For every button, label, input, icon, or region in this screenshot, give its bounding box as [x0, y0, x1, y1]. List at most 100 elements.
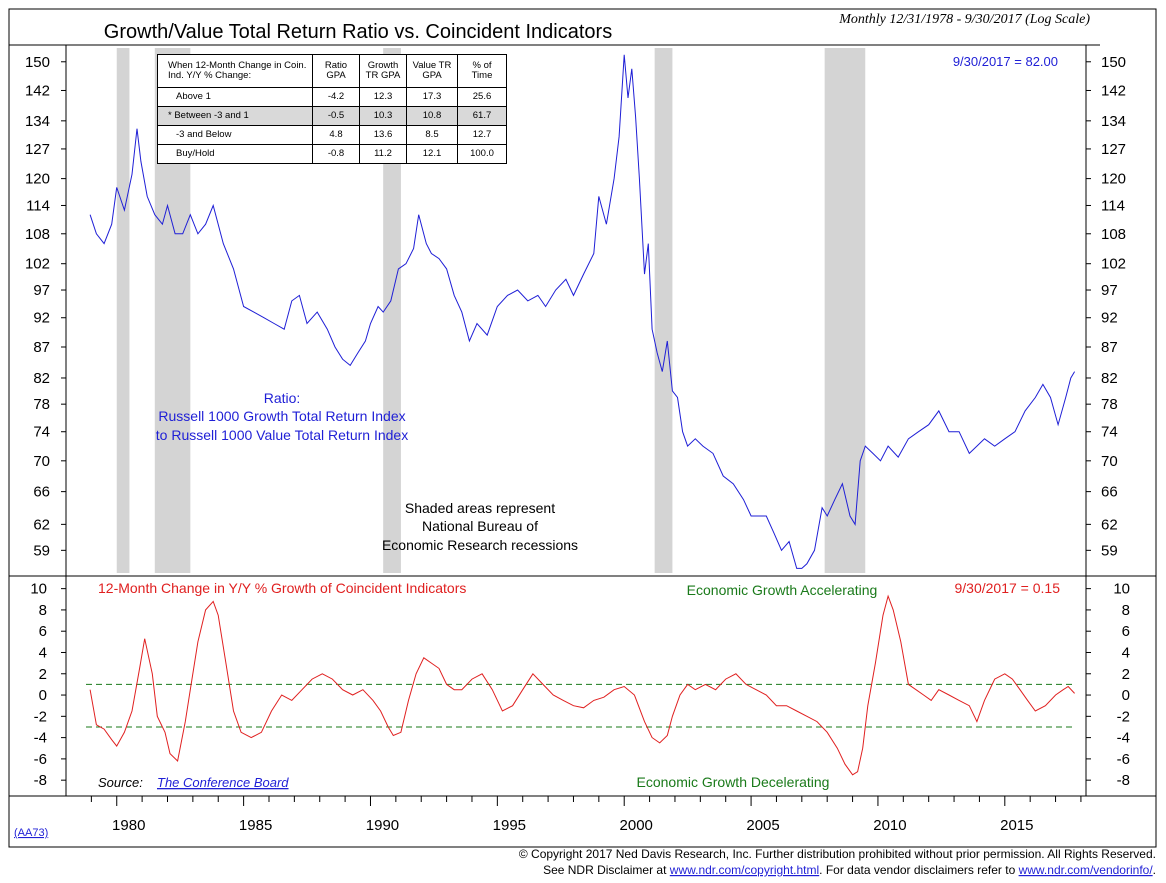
y-tick-label: 82	[1101, 370, 1118, 387]
x-tick-label: 1995	[493, 817, 526, 834]
stats-cell: -3 and Below	[157, 125, 313, 145]
y-tick-label: 87	[1101, 339, 1118, 356]
y-tick-label: -2	[1117, 708, 1130, 725]
copyright-line-1: © Copyright 2017 Ned Davis Research, Inc…	[519, 847, 1156, 861]
stats-cell: -0.5	[312, 106, 360, 126]
y-tick-label: 74	[1101, 424, 1118, 441]
ndr-vendorinfo-link[interactable]: www.ndr.com/vendorinfo/	[1018, 863, 1154, 877]
stats-cell: 12.7	[457, 125, 507, 145]
y-tick-label: 134	[1101, 113, 1126, 130]
stats-cell: 12.3	[359, 87, 407, 107]
y-tick-label: 70	[1101, 453, 1118, 470]
stats-header-value: Value TR GPA	[406, 54, 458, 88]
ratio-series-line	[89, 54, 1076, 569]
y-tick-label: 74	[33, 424, 50, 441]
y-tick-label: -4	[1117, 730, 1130, 747]
y-tick-label: 102	[25, 256, 50, 273]
y-tick-label: 10	[30, 581, 47, 598]
copyright-text-a: See NDR Disclaimer at	[543, 863, 670, 877]
x-tick-label: 2005	[746, 817, 779, 834]
chart-code[interactable]: (AA73)	[14, 827, 48, 839]
y-tick-label: 127	[25, 141, 50, 158]
ratio-label-line-1: Ratio:	[264, 390, 301, 406]
y-tick-label: 150	[25, 54, 50, 71]
x-tick-label: 2015	[1000, 817, 1033, 834]
stats-cell: Buy/Hold	[157, 144, 313, 164]
shade-note-line-3: Economic Research recessions	[382, 537, 578, 553]
source-label: Source:	[98, 775, 143, 790]
recession-band	[654, 48, 673, 573]
y-tick-label: 59	[33, 542, 50, 559]
recession-band	[116, 48, 130, 573]
y-tick-label: -2	[34, 708, 47, 725]
y-tick-label: 8	[39, 602, 47, 619]
y-tick-label: 120	[25, 171, 50, 188]
y-tick-label: 142	[25, 82, 50, 99]
accelerating-label: Economic Growth Accelerating	[687, 582, 878, 598]
stats-cell: 10.3	[359, 106, 407, 126]
y-tick-label: 92	[33, 310, 50, 327]
stats-cell: 10.8	[406, 106, 458, 126]
x-tick-label: 1980	[112, 817, 145, 834]
lower-y-axis-right: 10 8 6 4 2 0 -2 -4 -6 -8	[1086, 581, 1130, 789]
y-tick-label: 142	[1101, 82, 1126, 99]
y-tick-label: 82	[33, 370, 50, 387]
stats-cell: * Between -3 and 1	[157, 106, 313, 126]
outer-frame	[8, 8, 1157, 848]
y-tick-label: 6	[39, 623, 47, 640]
copyright-text-b: . For data vendor disclaimers refer to	[819, 863, 1018, 877]
y-tick-label: 4	[1122, 644, 1130, 661]
y-tick-label: 150	[1101, 54, 1126, 71]
stats-cell: 12.1	[406, 144, 458, 164]
stats-cell: 61.7	[457, 106, 507, 126]
y-tick-label: 8	[1122, 602, 1130, 619]
chart-subtitle: Monthly 12/31/1978 - 9/30/2017 (Log Scal…	[838, 12, 1090, 27]
lower-panel-title: 12-Month Change in Y/Y % Growth of Coinc…	[98, 580, 466, 596]
y-tick-label: 108	[25, 226, 50, 243]
x-tick-label: 1990	[366, 817, 399, 834]
y-tick-label: 97	[33, 282, 50, 299]
y-tick-label: 66	[1101, 484, 1118, 501]
y-tick-label: -8	[1117, 772, 1130, 789]
x-tick-label: 1985	[239, 817, 272, 834]
y-tick-label: 66	[33, 484, 50, 501]
x-tick-label: 2000	[620, 817, 653, 834]
lower-latest-value: 9/30/2017 = 0.15	[955, 580, 1061, 596]
recession-band	[383, 48, 401, 573]
chart-title: Growth/Value Total Return Ratio vs. Coin…	[104, 21, 612, 43]
y-tick-label: 78	[33, 396, 50, 413]
decelerating-label: Economic Growth Decelerating	[637, 774, 830, 790]
source-link[interactable]: The Conference Board	[157, 775, 289, 790]
y-tick-label: 0	[1122, 687, 1130, 704]
stats-cell: 17.3	[406, 87, 458, 107]
y-tick-label: 114	[26, 197, 50, 214]
ndr-copyright-link[interactable]: www.ndr.com/copyright.html	[669, 863, 819, 877]
lower-y-axis-left: 10 8 6 4 2 0 -2 -4 -6 -8	[30, 581, 66, 789]
upper-y-axis-right: 150 142 134 127 120 114 108 102 97 92 87 82 78 74 70 66…	[1086, 54, 1126, 559]
threshold-lines	[86, 683, 1072, 728]
y-tick-label: 2	[39, 666, 47, 683]
y-tick-label: 10	[1113, 581, 1130, 598]
stats-header-condition: When 12-Month Change in Coin. Ind. Y/Y %…	[157, 54, 313, 88]
y-tick-label: 108	[1101, 226, 1126, 243]
stats-cell: 100.0	[457, 144, 507, 164]
y-tick-label: 62	[33, 516, 50, 533]
stats-cell: -0.8	[312, 144, 360, 164]
y-tick-label: 120	[1101, 171, 1126, 188]
shade-note-line-2: National Bureau of	[422, 518, 538, 534]
y-tick-label: 62	[1101, 516, 1118, 533]
stats-header-growth: Growth TR GPA	[359, 54, 407, 88]
y-tick-label: 92	[1101, 310, 1118, 327]
copyright-text-c: .	[1153, 863, 1156, 877]
stats-header-ratio: Ratio GPA	[312, 54, 360, 88]
y-tick-label: -6	[1117, 751, 1130, 768]
indicator-series-line	[89, 594, 1075, 776]
stats-cell: -4.2	[312, 87, 360, 107]
stats-row-between: * Between -3 and 1 -0.5 10.3 10.8 61.7	[157, 106, 507, 126]
stats-header-pct: % of Time	[457, 54, 507, 88]
y-tick-label: -8	[34, 772, 47, 789]
stats-row-buyhold: Buy/Hold -0.8 11.2 12.1 100.0	[157, 144, 507, 164]
y-tick-label: 87	[33, 339, 50, 356]
stats-cell: Above 1	[157, 87, 313, 107]
stats-table: When 12-Month Change in Coin. Ind. Y/Y %…	[157, 54, 507, 164]
